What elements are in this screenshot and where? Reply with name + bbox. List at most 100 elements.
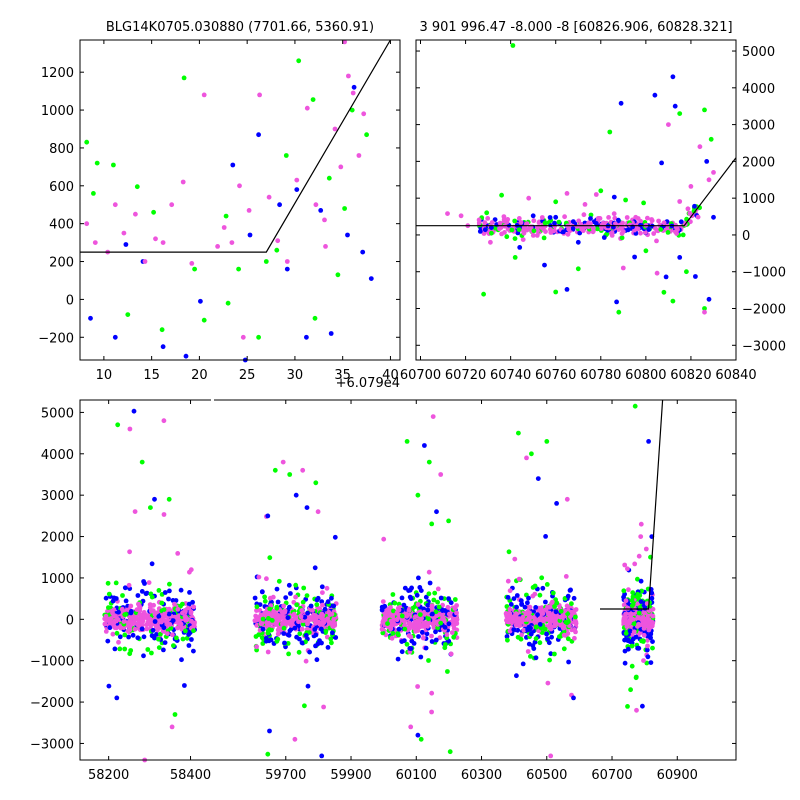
data-point-green (151, 209, 157, 215)
data-point-pink (562, 214, 567, 220)
data-point-pink (275, 631, 281, 637)
data-point-blue (122, 585, 128, 591)
data-point-pink (636, 553, 642, 559)
data-point-blue (646, 439, 651, 444)
data-point-blue (149, 633, 155, 639)
data-point-blue (411, 641, 417, 646)
data-point-blue (408, 646, 414, 651)
data-point-pink (121, 619, 127, 624)
data-point-pink (175, 614, 181, 619)
data-point-blue (399, 649, 405, 655)
data-point-green (565, 611, 570, 617)
data-point-pink (534, 233, 540, 238)
data-point-pink (332, 126, 338, 132)
data-point-green (281, 625, 287, 631)
data-point-pink (499, 231, 504, 237)
data-point-green (435, 599, 440, 605)
data-point-green (91, 191, 96, 196)
data-point-pink (547, 604, 553, 610)
data-point-green (349, 107, 355, 113)
data-point-pink (526, 195, 532, 201)
data-point-pink (408, 724, 414, 730)
data-point-blue (106, 683, 112, 689)
data-point-pink (429, 633, 434, 639)
bottom-xtick-label: 60300 (461, 768, 502, 783)
data-point-pink (677, 199, 683, 204)
data-point-green (558, 608, 564, 614)
data-point-green (433, 609, 439, 615)
data-point-blue (265, 513, 271, 519)
data-point-pink (304, 105, 310, 111)
data-point-blue (554, 501, 559, 506)
data-point-blue (105, 638, 111, 644)
data-point-green (286, 651, 291, 657)
top-left-ytick-label: −200 (38, 331, 74, 346)
data-point-blue (123, 242, 129, 247)
data-point-pink (125, 628, 131, 634)
data-point-blue (419, 629, 425, 635)
top-right-xtick-label: 60800 (625, 368, 666, 383)
data-point-pink (179, 626, 185, 631)
data-point-blue (433, 637, 439, 643)
data-point-blue (123, 598, 129, 604)
data-point-pink (111, 620, 117, 626)
data-point-pink (266, 610, 271, 616)
data-point-blue (305, 683, 311, 689)
data-point-pink (338, 164, 344, 170)
data-point-pink (415, 684, 420, 689)
data-point-green (542, 626, 548, 632)
data-point-blue (379, 607, 385, 613)
data-point-pink (497, 226, 502, 232)
data-point-blue (166, 611, 172, 617)
data-point-blue (525, 627, 531, 633)
data-point-blue (308, 603, 314, 609)
data-point-pink (625, 566, 630, 572)
data-point-pink (645, 643, 650, 649)
data-point-blue (318, 208, 324, 213)
data-point-blue (149, 561, 155, 567)
data-point-pink (518, 220, 524, 225)
data-point-pink (524, 455, 529, 461)
panel-top-left-frame (79, 39, 401, 361)
data-point-blue (547, 215, 553, 220)
data-point-pink (136, 622, 141, 628)
data-point-blue (704, 159, 710, 164)
data-point-green (326, 175, 332, 181)
panel-top-right: 60700 60720 60740 60760 60780 60800 60820 60840… (400, 20, 786, 383)
bottom-ytick-label: 2000 (41, 531, 74, 546)
data-point-pink (139, 623, 145, 628)
data-point-green (156, 636, 161, 642)
data-point-pink (572, 635, 577, 641)
data-point-green (537, 640, 543, 646)
panel-bottom: 58200 58400 59700 59900 60100 60300 60500 60700… (30, 396, 737, 783)
bottom-ytick-label: 5000 (41, 406, 74, 421)
data-point-blue (141, 634, 147, 640)
data-point-blue (256, 132, 261, 138)
data-point-green (184, 635, 190, 641)
panel-top-right-points (416, 43, 736, 315)
data-point-blue (427, 580, 433, 586)
data-point-green (680, 232, 686, 238)
data-point-pink (433, 612, 439, 618)
data-point-green (628, 687, 633, 693)
data-point-pink (144, 626, 150, 632)
data-point-blue (482, 227, 488, 233)
data-point-pink (183, 617, 189, 623)
data-point-pink (424, 620, 430, 626)
data-point-green (629, 663, 635, 669)
top-right-ytick-label: 0 (742, 229, 750, 244)
data-point-blue (314, 657, 320, 663)
data-point-pink (641, 658, 646, 663)
data-point-pink (330, 623, 336, 629)
data-point-blue (325, 599, 331, 605)
data-point-green (426, 616, 431, 622)
data-point-blue (162, 640, 168, 645)
data-point-pink (128, 620, 134, 626)
data-point-green (518, 636, 524, 642)
data-point-pink (167, 622, 173, 627)
data-point-green (447, 749, 453, 755)
data-point-blue (267, 728, 272, 734)
data-point-green (533, 636, 539, 641)
data-point-pink (458, 213, 464, 219)
data-point-pink (127, 549, 132, 555)
